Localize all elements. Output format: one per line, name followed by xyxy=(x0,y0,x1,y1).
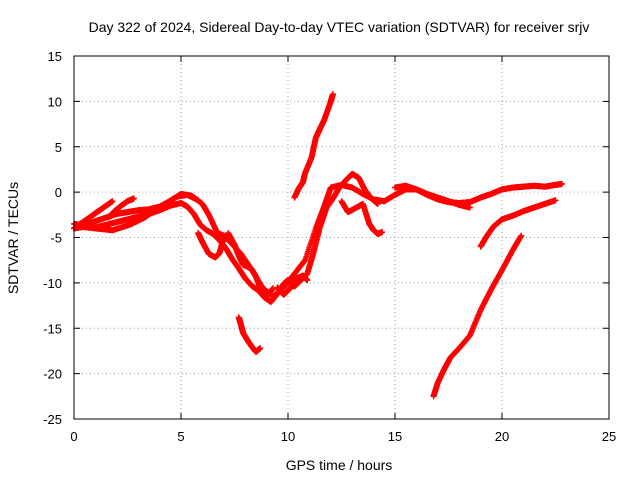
y-tick-label: 5 xyxy=(55,140,62,155)
series-14 xyxy=(430,232,525,400)
data-point xyxy=(466,204,473,211)
chart-title: Day 322 of 2024, Sidereal Day-to-day VTE… xyxy=(89,19,590,35)
data-point xyxy=(130,195,137,202)
x-tick-label: 0 xyxy=(70,429,77,444)
series-6 xyxy=(195,229,227,261)
y-tick-label: 10 xyxy=(48,94,62,109)
series-8 xyxy=(274,272,311,298)
data-point xyxy=(552,197,559,204)
tick-labels: 0 5 10 15 20 25 -25 -20 -15 -10 -5 0 5 10 15 xyxy=(43,49,616,444)
y-tick-label: -25 xyxy=(43,412,62,427)
x-tick-label: 15 xyxy=(388,429,402,444)
axis-ticks xyxy=(73,55,610,420)
y-axis-label: SDTVAR / TECUs xyxy=(5,182,21,294)
y-tick-label: 0 xyxy=(55,185,62,200)
y-tick-label: -15 xyxy=(43,321,62,336)
data-point xyxy=(304,277,311,284)
series-4 xyxy=(105,195,137,221)
data-point xyxy=(518,232,525,239)
x-tick-label: 10 xyxy=(281,429,295,444)
series-10 xyxy=(291,91,336,201)
x-tick-label: 25 xyxy=(602,429,616,444)
data-point xyxy=(109,198,116,205)
series-3 xyxy=(71,198,116,232)
y-tick-label: -20 xyxy=(43,367,62,382)
series-9 xyxy=(235,314,264,355)
data-point xyxy=(257,345,264,352)
x-tick-label: 5 xyxy=(177,429,184,444)
series-5 xyxy=(77,191,202,234)
data-point xyxy=(374,200,381,207)
y-tick-label: -5 xyxy=(50,231,62,246)
data-point xyxy=(329,91,336,98)
x-axis-label: GPS time / hours xyxy=(286,457,393,473)
grid xyxy=(74,56,609,419)
series-13 xyxy=(477,197,559,250)
y-tick-label: 15 xyxy=(48,49,62,64)
data-points xyxy=(71,91,565,400)
data-point xyxy=(220,234,227,241)
data-point xyxy=(379,229,386,236)
data-point xyxy=(558,180,565,187)
series-12 xyxy=(392,182,473,211)
data-point xyxy=(195,197,202,204)
series-7 xyxy=(225,229,277,299)
series-11 xyxy=(338,198,386,237)
x-tick-label: 20 xyxy=(495,429,509,444)
y-tick-label: -10 xyxy=(43,276,62,291)
